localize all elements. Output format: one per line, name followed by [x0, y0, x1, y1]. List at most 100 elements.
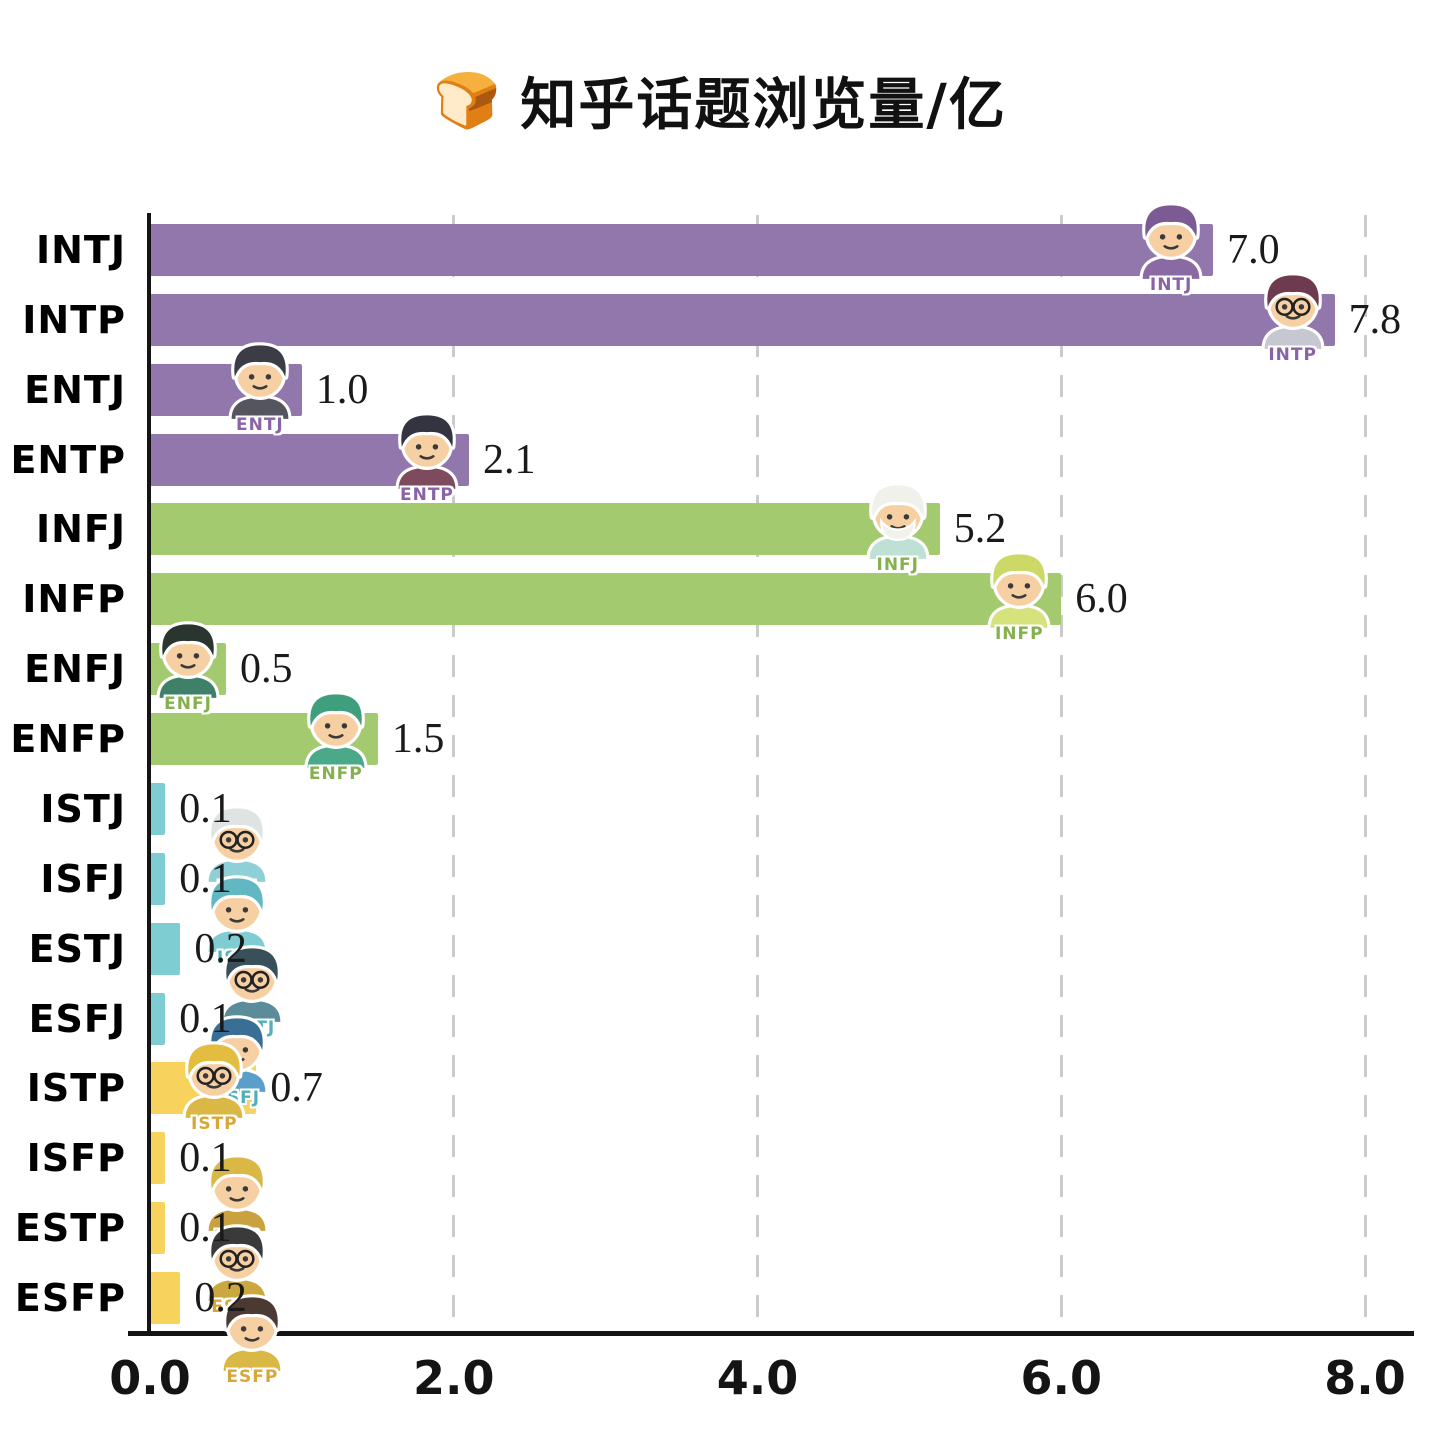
entp-character-icon: [395, 411, 459, 492]
plot-area: 0.0 2.0 4.0 6.0 8.0 INTJ 7.0 INTJ INTP 7.8 INTP ENT…: [10, 202, 1406, 1405]
y-axis-category-label: ISTP: [26, 1066, 126, 1111]
estp-character-icon: ESTP: [195, 1221, 279, 1316]
y-axis-category-label: ISFJ: [40, 856, 126, 901]
y-axis-category-label: INFJ: [35, 507, 126, 552]
x-axis-tick-label: 8.0: [1324, 1351, 1406, 1405]
avatar-type-label: ENTJ: [235, 414, 284, 435]
bar-isfj: [150, 852, 166, 905]
y-axis-category-label: ISTJ: [40, 786, 126, 831]
infp-character-icon: INFP: [977, 548, 1061, 643]
bar-esfp: [150, 1272, 181, 1325]
bar-estp: [150, 1202, 166, 1255]
y-axis-category-label: INTJ: [35, 227, 126, 272]
intp-character-icon: [1261, 272, 1325, 352]
intj-character-icon: [1139, 202, 1203, 282]
avatar-type-label: ESFP: [226, 1367, 279, 1388]
bar-value-label: 0.5: [239, 646, 293, 693]
gridline: [1059, 215, 1063, 1333]
chart-row: ESFJ 0.1 ESFJ: [29, 984, 1365, 1106]
y-axis-category-label: ISFP: [26, 1136, 126, 1181]
y-axis-category-label: ESFP: [14, 1276, 126, 1321]
chart-row: ENFP 1.5 ENFP: [10, 691, 1365, 783]
estp-character-icon: [205, 1224, 269, 1305]
bar-value-label: 0.2: [194, 925, 247, 972]
avatar-type-label: ENFP: [308, 764, 363, 785]
bar-intj: [150, 223, 1214, 276]
y-axis-category-label: ESTP: [14, 1206, 126, 1251]
x-axis-tick-label: 6.0: [1020, 1351, 1103, 1405]
y-axis-category-label: INTP: [22, 297, 126, 342]
esfp-character-icon: [220, 1294, 284, 1375]
enfj-character-icon: ENFJ: [146, 618, 230, 713]
istj-character-icon: [205, 805, 269, 885]
chart-row: INFJ 5.2 INFJ: [36, 481, 1365, 573]
avatar-type-label: INTJ: [1149, 275, 1193, 295]
bar-value-label: 0.1: [179, 1135, 232, 1182]
avatar-type-label: INFP: [994, 624, 1044, 645]
x-axis-tick-label: 4.0: [716, 1351, 799, 1405]
bread-emoji-icon: 🍞: [433, 68, 501, 132]
bar-value-label: 6.0: [1075, 576, 1128, 623]
bar-value-label: 0.7: [270, 1065, 323, 1112]
avatar-type-label: INFJ: [876, 554, 919, 575]
bar-infj: [150, 503, 940, 556]
chart-title-text: 知乎话题浏览量/亿: [520, 73, 1007, 138]
infp-character-icon: [987, 551, 1051, 632]
avatar-type-label: ENTP: [399, 484, 454, 505]
x-axis-tick-label: 2.0: [413, 1351, 495, 1405]
bar-esfj: [150, 992, 166, 1045]
chart-row: INTJ 7.0 INTJ: [36, 202, 1365, 294]
avatar-type-label: ISTP: [191, 1113, 238, 1134]
chart-row: ISTP 0.7 ISTP: [27, 1040, 1365, 1132]
bar-infp: [150, 573, 1062, 626]
y-axis-category-label: ENFP: [10, 717, 126, 762]
bar-value-label: 0.1: [179, 995, 232, 1042]
bar-value-label: 7.0: [1227, 226, 1280, 273]
chart-title: 🍞 知乎话题浏览量/亿: [0, 60, 1440, 141]
bar-value-label: 1.0: [315, 366, 369, 413]
avatar-type-label: INTP: [1268, 344, 1317, 365]
isfp-character-icon: [205, 1154, 269, 1235]
bar-value-label: 0.1: [179, 855, 232, 902]
bar-value-label: 1.5: [391, 716, 445, 763]
x-axis-line: [128, 1331, 1414, 1336]
chart-row: INFP 6.0 INFP: [22, 551, 1365, 643]
bar-estj: [150, 922, 181, 975]
y-axis-category-label: ENFJ: [24, 647, 126, 692]
istp-character-icon: ISTP: [172, 1038, 256, 1133]
chart-row: ENFJ 0.5 ENFJ: [24, 621, 1365, 713]
enfp-character-icon: [304, 691, 368, 772]
chart-row: ENTP 2.1 ENTP: [10, 411, 1365, 503]
isfp-character-icon: ISFP: [195, 1151, 279, 1246]
bar-value-label: 0.1: [179, 785, 232, 832]
gridline: [452, 215, 456, 1333]
esfp-character-icon: ESFP: [210, 1291, 294, 1386]
y-axis-category-label: INFP: [22, 577, 126, 622]
bar-value-label: 2.1: [482, 436, 536, 483]
x-axis-tick-label: 0.0: [109, 1351, 191, 1405]
bar-value-label: 0.2: [194, 1275, 247, 1322]
gridline: [1363, 215, 1367, 1333]
bar-intp: [150, 293, 1335, 346]
y-axis-category-label: ENTP: [10, 437, 126, 482]
bar-value-label: 0.1: [179, 1205, 232, 1252]
bar-value-label: 7.8: [1348, 296, 1402, 343]
bar-isfp: [150, 1132, 166, 1185]
infj-character-icon: [866, 481, 930, 562]
istj-character-icon: ISTJ: [195, 802, 279, 897]
intp-character-icon: INTP: [1251, 269, 1335, 364]
entj-character-icon: ENTJ: [218, 339, 302, 434]
enfp-character-icon: ENFP: [294, 688, 378, 783]
chart-row: ESFP 0.2 ESFP: [15, 1263, 1365, 1386]
istp-character-icon: [182, 1040, 246, 1121]
chart-row: INTP 7.8 INTP: [22, 272, 1401, 363]
entp-character-icon: ENTP: [385, 409, 469, 504]
infj-character-icon: INFJ: [856, 479, 940, 574]
chart-row: ENTJ 1.0 ENTJ: [24, 341, 1365, 433]
